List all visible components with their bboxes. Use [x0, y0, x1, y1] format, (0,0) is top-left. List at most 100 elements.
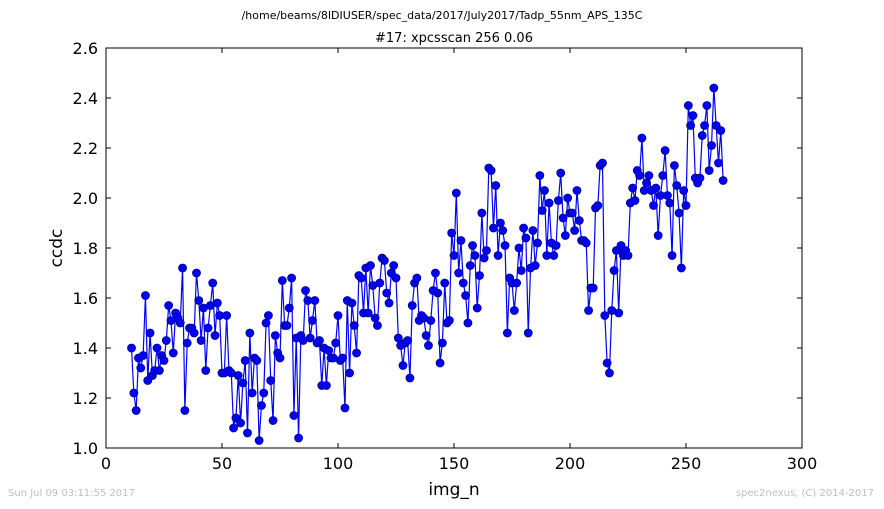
data-point	[301, 286, 310, 295]
data-point	[261, 318, 271, 328]
x-tick-label: 250	[671, 454, 702, 473]
data-point	[560, 231, 570, 240]
data-point	[403, 336, 413, 345]
axis-ticks	[105, 47, 803, 449]
file-path-header: /home/beams/8IDIUSER/spec_data/2017/July…	[241, 9, 643, 22]
data-point	[152, 343, 162, 353]
data-point	[512, 278, 522, 288]
data-point	[676, 263, 686, 273]
data-point	[540, 186, 549, 195]
series-markers	[127, 83, 728, 445]
data-point	[180, 406, 190, 415]
data-point	[704, 166, 714, 175]
data-point	[663, 191, 672, 200]
x-tick-label: 300	[787, 454, 818, 473]
data-point	[389, 261, 399, 270]
data-point	[470, 251, 480, 260]
x-tick-label: 100	[323, 454, 354, 473]
data-point	[644, 171, 654, 180]
data-point	[431, 268, 440, 278]
data-point	[347, 298, 357, 308]
x-axis-label: img_n	[428, 480, 479, 500]
data-point	[263, 311, 273, 320]
data-point	[458, 278, 468, 288]
data-point	[138, 351, 148, 360]
data-point	[238, 378, 248, 388]
data-point	[275, 353, 285, 363]
data-point	[136, 363, 146, 373]
data-point	[437, 338, 447, 348]
data-point	[131, 406, 141, 415]
data-point	[558, 213, 568, 223]
data-point	[154, 366, 164, 375]
data-point	[681, 201, 691, 210]
data-point	[305, 333, 315, 343]
data-point	[588, 283, 598, 293]
data-point	[208, 278, 218, 288]
data-point	[567, 208, 577, 218]
y-tick-label: 1.4	[73, 339, 98, 358]
data-point	[697, 131, 707, 140]
data-point	[449, 251, 459, 260]
data-point	[356, 273, 366, 283]
data-point	[609, 266, 619, 275]
data-point	[528, 226, 538, 235]
data-point	[141, 291, 150, 300]
data-point	[489, 223, 498, 233]
data-point	[266, 376, 276, 385]
data-point	[129, 388, 139, 398]
data-point	[523, 328, 533, 338]
data-point	[254, 436, 264, 445]
data-point	[145, 328, 155, 338]
data-point	[164, 301, 174, 310]
data-point	[533, 238, 542, 248]
data-point	[192, 268, 201, 278]
data-point	[289, 411, 299, 420]
data-point	[635, 171, 644, 180]
data-point	[294, 433, 303, 443]
data-point	[502, 328, 512, 338]
footer-credit: spec2nexus, (C) 2014-2017	[735, 488, 874, 499]
data-point	[605, 368, 614, 378]
data-point	[535, 171, 545, 180]
x-tick-label: 200	[555, 454, 586, 473]
data-point	[175, 318, 185, 328]
data-point	[628, 183, 638, 193]
data-point	[375, 278, 385, 288]
data-point	[491, 181, 501, 190]
data-point	[349, 321, 359, 330]
tick-labels: 0 50 100 150 200 250 300 1.0 1.2 1.4 1.6 1.8 2.0 2.2 2…	[73, 39, 818, 473]
y-tick-label: 1.2	[73, 389, 98, 408]
data-point	[537, 206, 547, 215]
data-point	[168, 348, 178, 358]
data-point	[433, 288, 443, 298]
data-point	[530, 261, 540, 270]
data-point	[257, 401, 266, 410]
data-point	[444, 316, 454, 325]
y-tick-label: 1.8	[73, 239, 98, 258]
y-tick-label: 2.4	[73, 89, 98, 108]
footer-timestamp: Sun Jul 09 03:11:55 2017	[8, 488, 135, 499]
data-point	[240, 356, 250, 365]
data-point	[665, 198, 675, 208]
data-point	[549, 251, 559, 260]
data-point	[210, 331, 220, 340]
data-point	[382, 288, 392, 298]
data-point	[178, 263, 187, 273]
data-point	[159, 356, 169, 365]
data-point	[637, 133, 647, 143]
data-point	[424, 341, 433, 350]
data-point	[477, 208, 487, 218]
data-point	[521, 233, 531, 243]
data-point	[310, 296, 320, 305]
data-point	[284, 303, 294, 313]
data-point	[472, 303, 482, 313]
data-point	[287, 273, 297, 283]
data-point	[683, 101, 693, 110]
data-point	[451, 188, 461, 198]
data-point	[581, 238, 591, 248]
y-tick-label: 1.6	[73, 289, 98, 308]
data-point	[649, 201, 658, 210]
data-point	[686, 121, 696, 130]
data-point	[321, 381, 331, 390]
